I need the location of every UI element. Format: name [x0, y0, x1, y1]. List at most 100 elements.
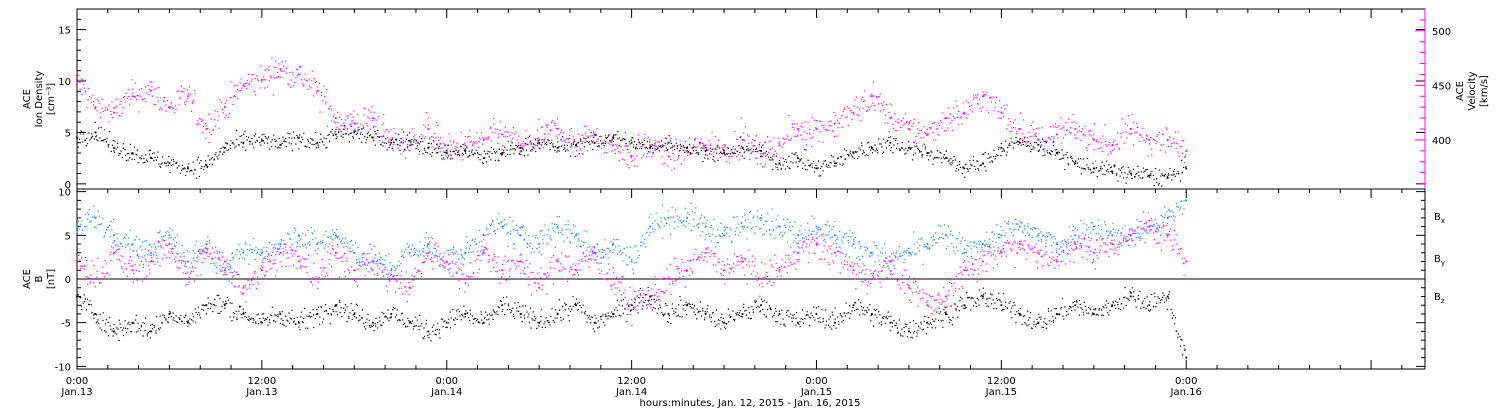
scatter-dot: [625, 290, 626, 291]
scatter-dot: [458, 154, 459, 155]
scatter-dot: [726, 226, 727, 227]
scatter-dot: [443, 157, 444, 158]
scatter-dot: [607, 273, 608, 274]
scatter-dot: [344, 126, 345, 127]
scatter-dot: [100, 112, 101, 113]
scatter-dot: [631, 299, 632, 300]
data-point: [427, 128, 429, 130]
scatter-dot: [896, 251, 897, 252]
scatter-dot: [821, 125, 822, 126]
scatter-dot: [717, 242, 718, 243]
scatter-dot: [564, 140, 565, 141]
scatter-dot: [903, 262, 904, 263]
scatter-dot: [988, 153, 989, 154]
scatter-dot: [220, 269, 221, 270]
scatter-dot: [627, 164, 628, 165]
scatter-dot: [709, 145, 710, 146]
scatter-dot: [634, 246, 635, 247]
scatter-dot: [374, 112, 375, 113]
scatter-dot: [247, 139, 248, 140]
scatter-dot: [993, 156, 994, 157]
scatter-dot: [1061, 149, 1062, 150]
scatter-dot: [220, 151, 221, 152]
scatter-dot: [973, 98, 974, 99]
scatter-dot: [127, 153, 128, 154]
scatter-dot: [978, 170, 979, 171]
scatter-dot: [938, 134, 939, 135]
scatter-dot: [509, 217, 510, 218]
scatter-dot: [1002, 230, 1003, 231]
scatter-dot: [201, 168, 202, 169]
scatter-dot: [794, 136, 795, 137]
scatter-dot: [491, 153, 492, 154]
scatter-dot: [1010, 138, 1011, 139]
scatter-dot: [501, 153, 502, 154]
scatter-dot: [950, 122, 951, 123]
scatter-dot: [162, 156, 163, 157]
scatter-dot: [1110, 171, 1111, 172]
scatter-dot: [80, 266, 81, 267]
scatter-dot: [846, 254, 847, 255]
scatter-dot: [544, 137, 545, 138]
scatter-dot: [784, 139, 785, 140]
scatter-dot: [724, 230, 725, 231]
scatter-dot: [829, 125, 830, 126]
scatter-dot: [281, 239, 282, 240]
scatter-dot: [87, 99, 88, 100]
scatter-dot: [476, 243, 477, 244]
scatter-dot: [613, 272, 614, 273]
scatter-dot: [197, 124, 198, 125]
scatter-dot: [181, 170, 182, 171]
scatter-dot: [619, 137, 620, 138]
scatter-dot: [1171, 210, 1172, 211]
scatter-dot: [615, 294, 616, 295]
scatter-dot: [411, 144, 412, 145]
scatter-dot: [637, 148, 638, 149]
scatter-dot: [139, 239, 140, 240]
scatter-dot: [569, 130, 570, 131]
scatter-dot: [387, 277, 388, 278]
scatter-dot: [109, 275, 110, 276]
scatter-dot: [746, 150, 747, 151]
scatter-dot: [245, 285, 246, 286]
scatter-dot: [483, 234, 484, 235]
scatter-dot: [276, 77, 277, 78]
scatter-dot: [587, 135, 588, 136]
scatter-dot: [96, 277, 97, 278]
scatter-dot: [201, 121, 202, 122]
scatter-dot: [290, 87, 291, 88]
scatter-dot: [1066, 244, 1067, 245]
scatter-dot: [1058, 125, 1059, 126]
scatter-dot: [584, 142, 585, 143]
scatter-dot: [918, 239, 919, 240]
scatter-dot: [166, 163, 167, 164]
scatter-dot: [464, 150, 465, 151]
scatter-dot: [958, 111, 959, 112]
scatter-dot: [1125, 225, 1126, 226]
scatter-dot: [765, 155, 766, 156]
scatter-dot: [719, 153, 720, 154]
scatter-dot: [391, 274, 392, 275]
scatter-dot: [569, 135, 570, 136]
scatter-dot: [414, 254, 415, 255]
scatter-dot: [778, 225, 779, 226]
scatter-dot: [349, 250, 350, 251]
scatter-dot: [1117, 144, 1118, 145]
data-point: [95, 132, 97, 134]
scatter-dot: [81, 78, 82, 79]
scatter-dot: [128, 260, 129, 261]
scatter-dot: [343, 129, 344, 130]
scatter-dot: [1106, 161, 1107, 162]
scatter-dot: [559, 270, 560, 271]
scatter-dot: [1047, 150, 1048, 151]
scatter-dot: [579, 150, 580, 151]
scatter-dot: [108, 104, 109, 105]
scatter-dot: [858, 243, 859, 244]
scatter-dot: [693, 259, 694, 260]
scatter-dot: [437, 152, 438, 153]
scatter-dot: [497, 143, 498, 144]
scatter-dot: [648, 137, 649, 138]
scatter-dot: [730, 150, 731, 151]
scatter-dot: [95, 227, 96, 228]
scatter-dot: [907, 150, 908, 151]
